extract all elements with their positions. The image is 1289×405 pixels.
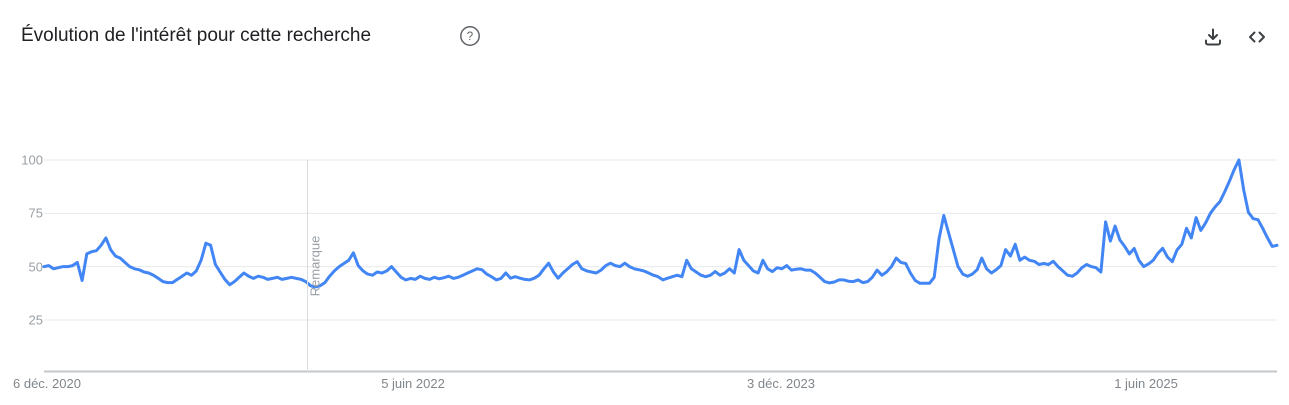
x-axis-label: 6 déc. 2020 [13, 376, 81, 391]
note-label[interactable]: Remarque [307, 235, 323, 297]
note-line[interactable] [307, 160, 308, 373]
gridlines [44, 159, 1277, 321]
embed-code-icon [1249, 31, 1265, 43]
help-button[interactable]: ? [458, 24, 482, 48]
y-axis-label: 50 [28, 259, 43, 275]
page-title: Évolution de l'intérêt pour cette recher… [21, 25, 372, 46]
download-button[interactable] [1201, 25, 1225, 49]
download-icon [1205, 28, 1221, 46]
y-axis-label: 75 [28, 205, 43, 221]
svg-text:?: ? [467, 31, 473, 43]
x-axis-line [44, 370, 1277, 373]
x-axis-label: 3 déc. 2023 [747, 376, 815, 391]
x-axis-label: 1 juin 2025 [1114, 376, 1178, 391]
interest-line-series [42, 158, 1279, 289]
x-axis-label: 5 juin 2022 [381, 376, 445, 391]
y-axis-label: 25 [28, 312, 43, 328]
embed-button[interactable] [1245, 25, 1269, 49]
y-axis-label: 100 [21, 152, 43, 168]
help-circle-icon: ? [460, 26, 480, 46]
